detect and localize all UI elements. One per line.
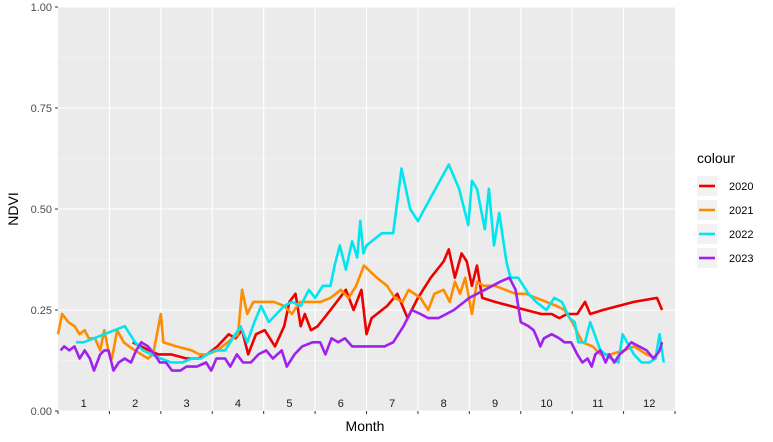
legend-label-2021: 2021	[729, 205, 753, 217]
legend: colour 2020 2021 2022 2023	[697, 150, 753, 268]
series-line-2022	[76, 163, 665, 364]
month-label: 2	[132, 398, 138, 410]
month-label: 11	[592, 398, 603, 410]
x-axis: 1 2 3 4 5 6 7 8 9 10 11 12	[57, 398, 676, 414]
legend-label-2023: 2023	[729, 253, 753, 265]
month-label: 3	[183, 398, 189, 410]
y-tick-label: 0.50	[31, 204, 52, 216]
y-axis: 0.00 0.25 0.50 0.75 1.00	[31, 2, 58, 418]
month-label: 7	[389, 398, 395, 410]
month-label: 4	[235, 398, 241, 410]
legend-label-2022: 2022	[729, 229, 753, 241]
y-tick-label: 0.75	[31, 103, 52, 115]
y-axis-title: NDVI	[5, 192, 21, 225]
month-label: 12	[643, 398, 655, 410]
y-tick-label: 1.00	[31, 2, 52, 14]
month-label: 8	[441, 398, 447, 410]
month-label: 10	[540, 398, 552, 410]
month-label: 5	[286, 398, 292, 410]
series-lines	[56, 163, 665, 372]
y-tick-label: 0.25	[31, 305, 52, 317]
y-tick-label: 0.00	[31, 406, 52, 418]
month-label: 6	[338, 398, 344, 410]
month-label: 9	[492, 398, 498, 410]
legend-label-2020: 2020	[729, 181, 753, 193]
series-line-2020	[132, 248, 664, 360]
month-label: 1	[81, 398, 87, 410]
series-line-2023	[59, 276, 664, 372]
legend-title: colour	[697, 150, 735, 166]
x-axis-title: Month	[346, 418, 385, 434]
